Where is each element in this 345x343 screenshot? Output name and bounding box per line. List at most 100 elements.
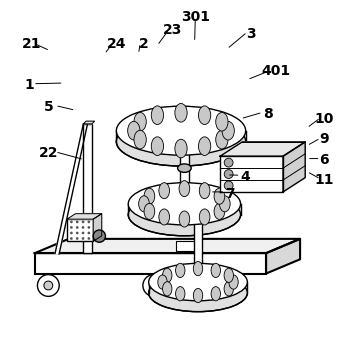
Text: 21: 21 [21, 37, 41, 51]
Text: 4: 4 [241, 169, 250, 184]
Polygon shape [116, 131, 246, 142]
Polygon shape [35, 239, 300, 253]
Text: 401: 401 [262, 64, 291, 78]
Bar [180, 128, 189, 208]
Polygon shape [283, 142, 305, 192]
Text: 8: 8 [263, 107, 273, 121]
Text: 22: 22 [39, 146, 58, 160]
Ellipse shape [176, 263, 185, 277]
Text: 6: 6 [319, 153, 329, 167]
Ellipse shape [128, 183, 240, 225]
Ellipse shape [224, 268, 234, 282]
Circle shape [76, 232, 79, 234]
Circle shape [76, 221, 79, 223]
Polygon shape [35, 253, 266, 274]
Bar [83, 124, 92, 253]
Circle shape [88, 237, 90, 240]
Ellipse shape [178, 164, 191, 173]
Ellipse shape [214, 188, 225, 204]
Ellipse shape [179, 211, 190, 227]
Polygon shape [67, 214, 102, 219]
Bar [194, 201, 202, 293]
Ellipse shape [116, 117, 246, 166]
Bar [176, 240, 195, 251]
Text: 11: 11 [314, 173, 334, 187]
Ellipse shape [198, 106, 211, 125]
Ellipse shape [134, 113, 146, 131]
Text: 1: 1 [25, 78, 34, 92]
Circle shape [82, 226, 85, 229]
Text: 301: 301 [181, 10, 210, 24]
Circle shape [143, 275, 165, 296]
Circle shape [88, 232, 90, 234]
Ellipse shape [144, 188, 155, 204]
Circle shape [82, 237, 85, 240]
Ellipse shape [214, 203, 225, 220]
Ellipse shape [198, 137, 211, 155]
Ellipse shape [116, 106, 246, 155]
Ellipse shape [128, 121, 140, 140]
Bar [67, 219, 93, 241]
Ellipse shape [175, 139, 187, 158]
Ellipse shape [175, 104, 187, 122]
Ellipse shape [216, 113, 228, 131]
Ellipse shape [193, 261, 203, 276]
Ellipse shape [162, 282, 172, 296]
Circle shape [224, 181, 233, 190]
Ellipse shape [229, 275, 238, 289]
Circle shape [224, 158, 233, 167]
Ellipse shape [159, 209, 169, 225]
Ellipse shape [211, 263, 220, 277]
Ellipse shape [159, 183, 169, 199]
Ellipse shape [193, 288, 203, 303]
Circle shape [44, 281, 53, 290]
Ellipse shape [176, 287, 185, 301]
Ellipse shape [128, 193, 240, 236]
Ellipse shape [179, 181, 190, 197]
Circle shape [224, 170, 233, 178]
Text: 3: 3 [246, 27, 256, 41]
Circle shape [37, 275, 59, 296]
Ellipse shape [199, 209, 210, 225]
Circle shape [82, 221, 85, 223]
Circle shape [93, 230, 106, 242]
Circle shape [76, 237, 79, 240]
Ellipse shape [139, 196, 149, 212]
Text: 9: 9 [319, 132, 329, 146]
Circle shape [149, 281, 158, 290]
Ellipse shape [151, 137, 164, 155]
Polygon shape [220, 142, 305, 156]
Ellipse shape [144, 203, 155, 220]
Text: 5: 5 [43, 100, 53, 114]
Ellipse shape [151, 106, 164, 125]
Ellipse shape [149, 274, 247, 312]
Ellipse shape [224, 282, 234, 296]
Polygon shape [83, 121, 95, 124]
Ellipse shape [149, 263, 247, 301]
Ellipse shape [211, 287, 220, 301]
Circle shape [70, 237, 73, 240]
Circle shape [88, 221, 90, 223]
Text: 10: 10 [314, 112, 334, 126]
Ellipse shape [216, 130, 228, 149]
Circle shape [76, 226, 79, 229]
Ellipse shape [199, 183, 210, 199]
Ellipse shape [162, 268, 172, 282]
Ellipse shape [219, 196, 230, 212]
Ellipse shape [222, 121, 234, 140]
Circle shape [82, 232, 85, 234]
Circle shape [70, 232, 73, 234]
Polygon shape [128, 204, 240, 215]
Circle shape [70, 226, 73, 229]
Circle shape [70, 221, 73, 223]
Polygon shape [266, 239, 300, 274]
Polygon shape [220, 156, 283, 192]
Polygon shape [55, 124, 87, 254]
Text: 23: 23 [163, 23, 182, 37]
Polygon shape [149, 282, 247, 293]
Ellipse shape [158, 275, 167, 289]
Ellipse shape [134, 130, 146, 149]
Polygon shape [93, 214, 102, 241]
Text: 7: 7 [226, 187, 235, 201]
Text: 24: 24 [107, 37, 126, 51]
